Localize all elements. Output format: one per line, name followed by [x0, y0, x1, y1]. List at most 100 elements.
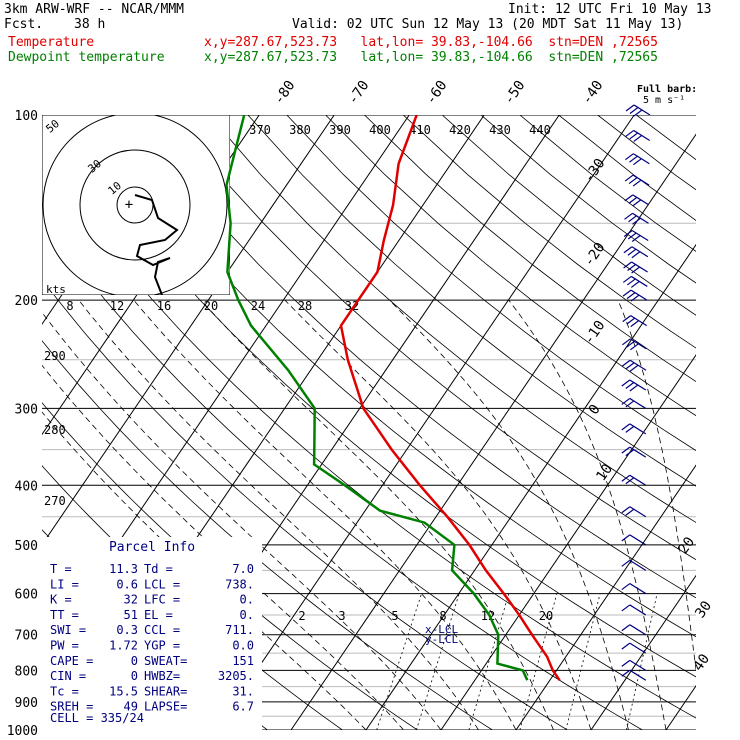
- parcel-row-label: CAPE =: [50, 654, 93, 668]
- dry-adiabat: [131, 115, 696, 599]
- parcel-row-label: Tc =: [50, 684, 79, 698]
- hodograph-box: [42, 115, 230, 295]
- wind-barb: [625, 153, 650, 166]
- hodograph-ring: [79, 149, 191, 261]
- dry-adiabat: [42, 278, 568, 730]
- isotherm: [590, 574, 696, 730]
- parcel-row-value2: 6.7: [232, 700, 254, 714]
- isotherm: [215, 115, 635, 730]
- mixing-ratio-line: [519, 593, 558, 730]
- dry-adiabat: [325, 115, 696, 417]
- dewpoint-legend: Dewpoint temperature: [8, 50, 165, 65]
- left-axis-label: 280: [44, 423, 66, 437]
- moist-adiabat: [200, 299, 554, 730]
- parcel-row-label2: LFC =: [144, 593, 180, 607]
- forecast-hours: 38 h: [74, 17, 106, 32]
- theta-label: 410: [409, 123, 431, 137]
- mixing-ratio-line: [415, 593, 460, 730]
- moist-adiabat: [284, 299, 592, 730]
- wind-barb: [624, 212, 649, 225]
- hodograph-speed-label: 8: [66, 299, 73, 313]
- parcel-row-value: 0: [131, 654, 138, 668]
- moist-adiabat: [389, 299, 629, 730]
- wind-barb: [623, 230, 649, 243]
- lcl-marker: x-LCL: [425, 623, 458, 636]
- hodograph-speed-label: 16: [157, 299, 171, 313]
- parcel-row-label2: Td =: [144, 562, 173, 576]
- mixing-ratio-line: [468, 593, 510, 730]
- wind-barb: [621, 583, 647, 595]
- pressure-label-500: 500: [15, 539, 38, 554]
- dry-adiabat: [441, 115, 696, 316]
- wind-barb: [621, 669, 647, 681]
- isotherm: [365, 243, 696, 730]
- isotherm: [665, 684, 696, 730]
- wind-barb: [621, 604, 647, 616]
- hodograph-units: kts: [46, 283, 66, 296]
- theta-label: 430: [489, 123, 511, 137]
- parcel-row-label: LI =: [50, 577, 79, 591]
- parcel-row-value: 0.3: [116, 623, 138, 637]
- parcel-row-value2: 0.: [240, 593, 254, 607]
- init-time: Init: 12 UTC Fri 10 May 13: [508, 2, 712, 17]
- dry-adiabat: [208, 115, 696, 523]
- isotherm: [440, 354, 696, 730]
- temperature-station-info: x,y=287.67,523.73 lat,lon= 39.83,-104.66…: [204, 35, 658, 50]
- parcel-row-value2: 3205.: [218, 669, 254, 683]
- wind-barb: [621, 359, 647, 372]
- isotherm-label: -70: [345, 78, 373, 108]
- isotherm-label: -30: [581, 156, 609, 186]
- parcel-row-value: 11.3: [109, 562, 138, 576]
- wind-barb: [621, 559, 647, 571]
- hodograph-speed-label: 24: [251, 299, 265, 313]
- wind-barb: [623, 261, 648, 274]
- parcel-row-label: CIN =: [50, 669, 86, 683]
- parcel-row-label2: YGP =: [144, 639, 180, 653]
- pressure-label-700: 700: [15, 629, 38, 644]
- wind-barb: [624, 194, 650, 207]
- parcel-row-label: TT =: [50, 608, 79, 622]
- dry-adiabat: [636, 115, 696, 161]
- theta-label: 400: [369, 123, 391, 137]
- dry-adiabat: [169, 115, 696, 561]
- mixing-ratio-line: [626, 593, 658, 730]
- moist-adiabat: [42, 311, 442, 730]
- hodograph-trace: [134, 194, 179, 295]
- parcel-row-label: T =: [50, 562, 72, 576]
- theta-label: 420: [449, 123, 471, 137]
- parcel-row-value: 1.72: [109, 639, 138, 653]
- barb-legend-line1: Full barb:: [637, 84, 697, 95]
- mixing-ratio-label: 20: [539, 609, 553, 623]
- wind-barb: [621, 397, 647, 409]
- parcel-row-value2: 738.: [225, 577, 254, 591]
- wind-barb: [621, 423, 647, 435]
- forecast-label: Fcst.: [4, 17, 44, 32]
- isotherm: [290, 133, 696, 730]
- isotherm-label: 40: [690, 651, 713, 674]
- mixing-ratio-label: 5: [391, 609, 398, 623]
- parcel-row-label2: EL =: [144, 608, 173, 622]
- parcel-row-value: 0: [131, 669, 138, 683]
- dry-adiabat: [247, 115, 696, 487]
- theta-label: 370: [249, 123, 271, 137]
- theta-label: 440: [529, 123, 551, 137]
- ccl-marker: y-LCL: [425, 633, 458, 646]
- wind-barb: [621, 379, 647, 392]
- parcel-row-value2: 31.: [232, 684, 254, 698]
- pressure-label-800: 800: [15, 664, 38, 679]
- parcel-row-label2: CCL =: [144, 623, 180, 637]
- dewpoint-profile: [225, 115, 529, 681]
- parcel-row-label2: LAPSE=: [144, 700, 187, 714]
- isotherm-label: -50: [501, 78, 529, 108]
- hodograph-speed-label: 20: [204, 299, 218, 313]
- pressure-label-200: 200: [15, 294, 38, 309]
- wind-barb: [625, 104, 651, 117]
- theta-label: 390: [329, 123, 351, 137]
- barb-legend-line2: 5 m s⁻¹: [643, 95, 685, 106]
- mixing-ratio-label: 3: [338, 609, 345, 623]
- isotherm-label: 10: [593, 461, 616, 484]
- pressure-label-100: 100: [15, 109, 38, 124]
- theta-label: 380: [289, 123, 311, 137]
- dry-adiabat: [364, 115, 696, 383]
- wind-barb: [621, 506, 647, 518]
